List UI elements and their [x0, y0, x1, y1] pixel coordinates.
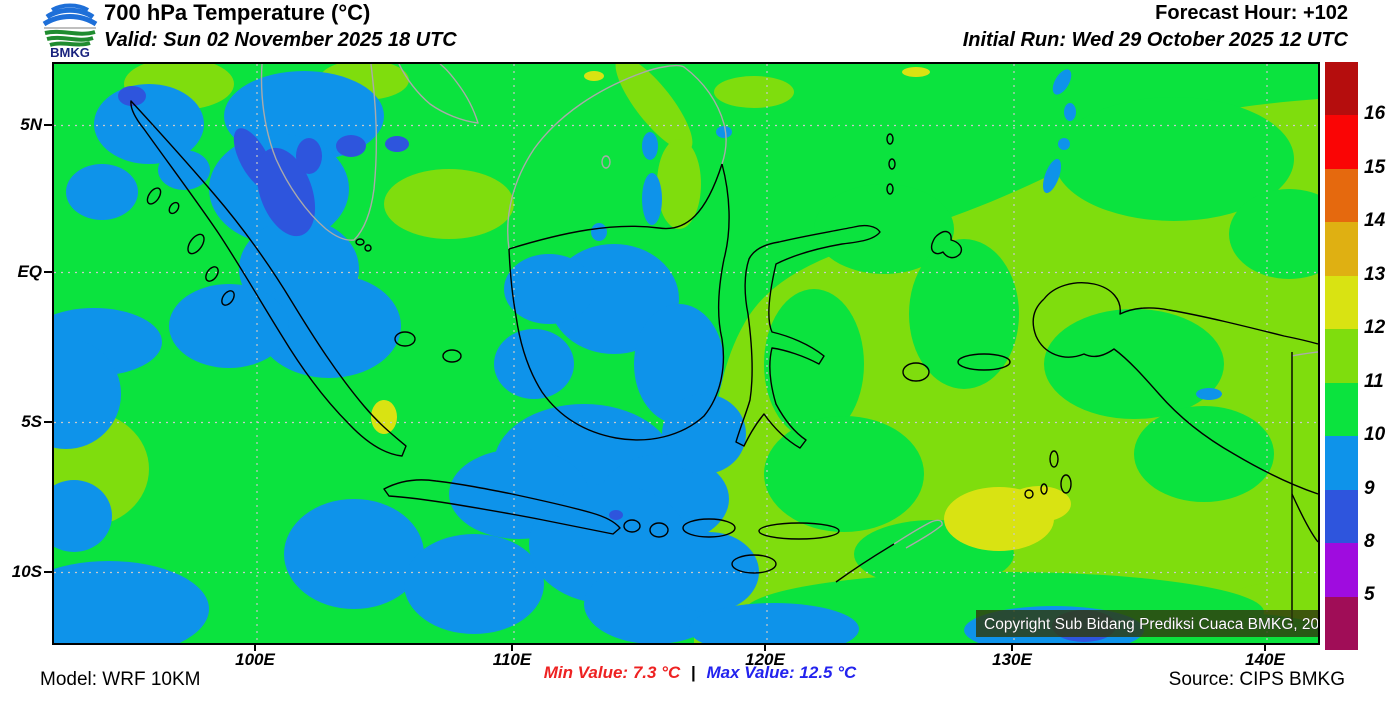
- colorbar-label: 15: [1364, 157, 1386, 178]
- colorbar-label: 16: [1364, 103, 1386, 124]
- lat-tick: [44, 124, 52, 126]
- lon-tick: [511, 643, 513, 651]
- source-info: Source: CIPS BMKG: [1168, 669, 1345, 690]
- temperature-map: Copyright Sub Bidang Prediksi Cuaca BMKG…: [52, 62, 1320, 645]
- lon-label-140e: 140E: [1245, 650, 1285, 669]
- lon-label-100e: 100E: [235, 650, 275, 669]
- min-value: 7.3 °C: [632, 663, 681, 682]
- map-canvas: Copyright Sub Bidang Prediksi Cuaca BMKG…: [54, 64, 1318, 643]
- colorbar-label: 9: [1364, 478, 1375, 499]
- lon-tick: [764, 643, 766, 651]
- colorbar-segment: [1325, 168, 1358, 223]
- header-right: Forecast Hour: +102 Initial Run: Wed 29 …: [963, 2, 1348, 52]
- colorbar-label: 11: [1364, 371, 1384, 392]
- minmax-values: Min Value: 7.3 °C | Max Value: 12.5 °C: [0, 663, 1400, 683]
- colorbar-segment: [1325, 62, 1358, 116]
- colorbar-label: 12: [1364, 317, 1386, 338]
- lon-label-120e: 120E: [745, 650, 785, 669]
- lat-label-eq: EQ: [17, 262, 42, 281]
- colorbar-label: 14: [1364, 210, 1386, 231]
- logo-label: BMKG: [50, 45, 90, 59]
- colorbar-label: 5: [1364, 584, 1375, 605]
- colorbar-segment: [1325, 329, 1358, 383]
- forecast-hour: Forecast Hour: +102: [1155, 2, 1348, 24]
- lon-tick: [1011, 643, 1013, 651]
- lon-label-110e: 110E: [492, 650, 532, 669]
- colorbar-label: 10: [1364, 424, 1386, 445]
- lon-tick: [254, 643, 256, 651]
- lat-tick: [44, 421, 52, 423]
- lat-label-5n: 5N: [20, 115, 42, 134]
- max-value: 12.5 °C: [799, 663, 857, 682]
- lon-label-130e: 130E: [992, 650, 1032, 669]
- lat-tick: [44, 271, 52, 273]
- field-yellow: [371, 67, 1071, 551]
- logo-cloud-arc: [50, 3, 90, 12]
- copyright-text: Copyright Sub Bidang Prediksi Cuaca BMKG…: [984, 616, 1318, 633]
- lon-tick: [1264, 643, 1266, 651]
- colorbar-segment: [1325, 222, 1358, 276]
- lat-label-10s: 10S: [11, 562, 42, 581]
- colorbar-segment: [1325, 436, 1358, 490]
- model-info: Model: WRF 10KM: [40, 669, 201, 690]
- colorbar-segment: [1325, 115, 1358, 169]
- temperature-colorbar: [1325, 62, 1358, 650]
- initial-run: Initial Run: Wed 29 October 2025 12 UTC: [962, 29, 1348, 51]
- valid-datetime: Valid: Sun 02 November 2025 18 UTC: [104, 29, 457, 51]
- colorbar-segment: [1325, 275, 1358, 330]
- coastlines-foreign: [260, 64, 1318, 549]
- min-value-label: Min Value:: [543, 663, 629, 682]
- colorbar-segment: [1325, 382, 1358, 437]
- minmax-separator: |: [690, 663, 696, 682]
- logo-wave: [44, 29, 96, 36]
- lat-label-5s: 5S: [21, 412, 42, 431]
- colorbar-segment: [1325, 596, 1358, 650]
- max-value-label: Max Value:: [706, 663, 795, 682]
- colorbar-label: 13: [1364, 264, 1386, 285]
- page-title: 700 hPa Temperature (°C): [104, 0, 371, 25]
- lat-tick: [44, 571, 52, 573]
- bmkg-logo: BMKG: [42, 3, 98, 59]
- colorbar-segment: [1325, 543, 1358, 597]
- colorbar-segment: [1325, 489, 1358, 544]
- coastlines-indonesia: [130, 100, 1318, 624]
- colorbar-label: 8: [1364, 531, 1375, 552]
- graticule: [54, 64, 1318, 643]
- copyright-overlay: Copyright Sub Bidang Prediksi Cuaca BMKG…: [976, 610, 1318, 637]
